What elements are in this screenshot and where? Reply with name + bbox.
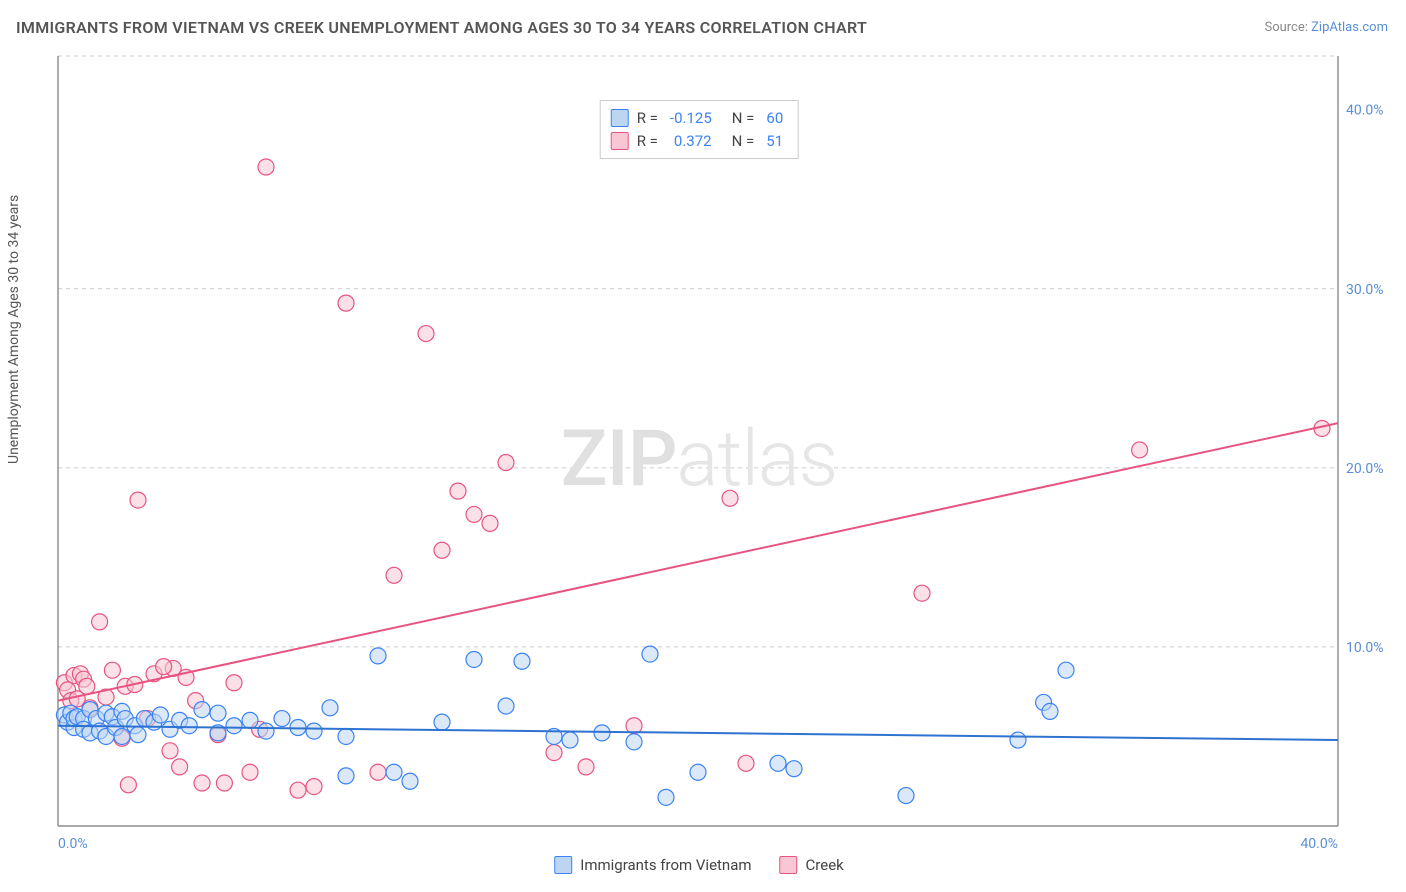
r-label: R = <box>637 107 658 130</box>
legend-item: Creek <box>780 856 844 874</box>
n-label: N = <box>732 130 755 153</box>
svg-text:0.0%: 0.0% <box>58 836 88 852</box>
legend-swatch-blue <box>611 109 629 127</box>
svg-text:40.0%: 40.0% <box>1300 836 1338 852</box>
legend-item: Immigrants from Vietnam <box>554 856 751 874</box>
correlation-row: R = -0.125 N = 60 <box>611 107 784 130</box>
legend-swatch-pink <box>611 132 629 150</box>
scatter-chart: 10.0% 20.0% 30.0% 40.0% 0.0% 40.0% <box>10 46 1388 882</box>
svg-text:30.0%: 30.0% <box>1346 282 1384 298</box>
source-link[interactable]: ZipAtlas.com <box>1311 20 1388 35</box>
legend-swatch-pink <box>780 856 798 874</box>
svg-text:20.0%: 20.0% <box>1346 461 1384 477</box>
n-value: 51 <box>766 130 783 153</box>
r-label: R = <box>637 130 658 153</box>
svg-text:40.0%: 40.0% <box>1346 103 1384 119</box>
legend-label: Creek <box>806 856 844 874</box>
source-attribution: Source: ZipAtlas.com <box>1264 20 1388 35</box>
n-value: 60 <box>766 107 783 130</box>
legend-swatch-blue <box>554 856 572 874</box>
legend-label: Immigrants from Vietnam <box>580 856 751 874</box>
r-value: -0.125 <box>670 107 712 130</box>
correlation-row: R = 0.372 N = 51 <box>611 130 784 153</box>
series-legend: Immigrants from Vietnam Creek <box>554 856 844 874</box>
chart-title: IMMIGRANTS FROM VIETNAM VS CREEK UNEMPLO… <box>16 18 867 37</box>
r-value: 0.372 <box>674 130 712 153</box>
correlation-legend: R = -0.125 N = 60 R = 0.372 N = 51 <box>600 100 799 159</box>
chart-area: Unemployment Among Ages 30 to 34 years Z… <box>10 46 1388 882</box>
y-axis-label: Unemployment Among Ages 30 to 34 years <box>6 195 22 464</box>
source-prefix: Source: <box>1264 20 1311 35</box>
n-label: N = <box>732 107 755 130</box>
svg-text:10.0%: 10.0% <box>1346 640 1384 656</box>
